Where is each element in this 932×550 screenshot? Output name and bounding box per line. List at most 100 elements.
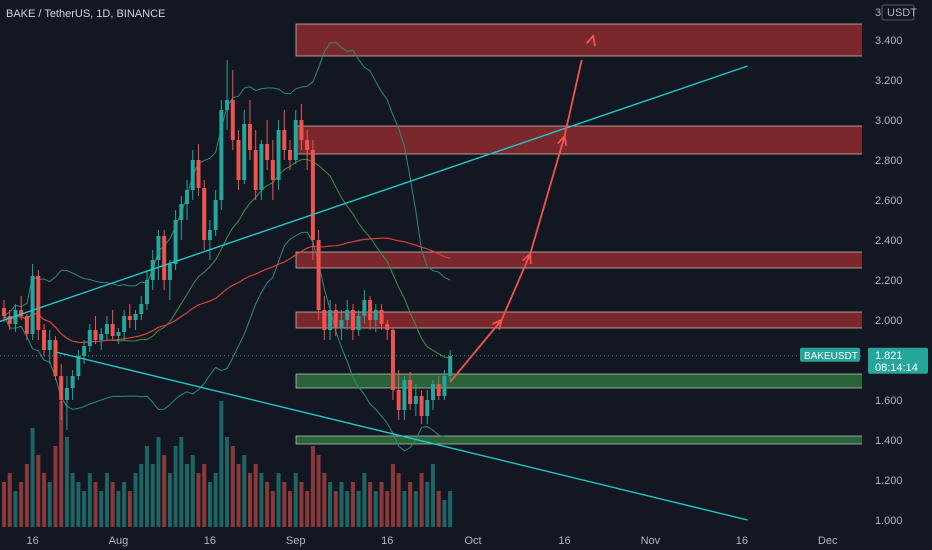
volume-bar <box>133 473 138 527</box>
candle-body <box>316 240 321 310</box>
projection-arrowhead <box>557 134 568 147</box>
price-tick-label: 2.800 <box>875 155 903 167</box>
volume-bar <box>396 473 401 527</box>
time-tick-label: 16 <box>204 535 216 547</box>
volume-bar <box>242 455 247 527</box>
candle-body <box>167 264 172 280</box>
candle-body <box>2 308 6 316</box>
candle-body <box>442 376 447 396</box>
resistance-zone <box>295 251 865 269</box>
volume-bar <box>356 491 361 527</box>
volume-bar <box>282 482 287 527</box>
candle-body <box>7 316 12 324</box>
time-axis[interactable]: 16 Aug 16 Sep 16 Oct 16 Nov 16 Dec <box>0 530 932 550</box>
volume-bar <box>179 437 184 527</box>
price-axis[interactable]: 3.400 3.200 3.000 2.800 2.600 2.400 2.200 2.000… <box>862 0 932 530</box>
volume-bar <box>253 464 258 527</box>
resistance-zone <box>295 125 865 155</box>
time-tick-label: 16 <box>381 535 393 547</box>
price-tick-label: 1.400 <box>875 435 903 447</box>
volume-bar <box>419 473 424 527</box>
time-tick-label: Oct <box>464 535 481 547</box>
candle-body <box>42 330 47 350</box>
candle-body <box>230 100 235 140</box>
candle-body <box>70 376 75 388</box>
volume-bar <box>24 464 29 527</box>
candles-layer <box>2 60 453 430</box>
candle-body <box>139 304 144 314</box>
candle-body <box>293 120 298 160</box>
volume-bar <box>139 464 144 527</box>
volume-bar <box>150 464 155 527</box>
time-tick-label: Nov <box>641 535 661 547</box>
projection-path <box>449 59 583 383</box>
candle-body <box>213 200 218 230</box>
volume-bar <box>76 482 81 527</box>
bar-countdown: 08:14:14 <box>875 362 918 374</box>
candle-body <box>185 190 190 204</box>
volume-bar <box>110 482 115 527</box>
indicators-layer <box>3 41 451 452</box>
candle-body <box>356 316 361 330</box>
candle-body <box>13 310 18 324</box>
currency-label: 3 USDT <box>875 4 917 21</box>
candle-body <box>36 276 41 330</box>
candle-body <box>419 396 424 416</box>
projection-arrowhead <box>585 34 596 47</box>
volume-bar <box>173 446 178 527</box>
candle-body <box>333 310 338 328</box>
support-zone <box>295 435 865 445</box>
price-tick-label: 2.000 <box>875 315 903 327</box>
volume-bar <box>190 455 195 527</box>
volume-bar <box>293 473 298 527</box>
volume-bar <box>202 464 207 527</box>
volume-bar <box>368 482 373 527</box>
last-price-tag: BAKEUSDT 1.821 08:14:14 <box>800 347 928 374</box>
volume-bar <box>402 491 407 527</box>
candle-body <box>76 356 81 376</box>
bollinger-lower <box>3 231 451 452</box>
volume-bar <box>236 464 241 527</box>
volume-bar <box>30 428 35 527</box>
candle-body <box>24 316 29 334</box>
candle-body <box>265 144 270 160</box>
volume-bar <box>379 482 384 527</box>
drawings-layer <box>0 34 748 521</box>
price-tick-label: 2.600 <box>875 195 903 207</box>
volume-bar <box>122 482 127 527</box>
candle-body <box>53 340 58 376</box>
candle-body <box>173 220 178 264</box>
volume-bar <box>145 446 149 527</box>
volume-bar <box>310 446 315 527</box>
candle-body <box>110 324 115 336</box>
volume-bar <box>185 464 190 527</box>
trendline <box>0 65 748 323</box>
volume-bar <box>167 473 172 527</box>
candle-body <box>425 400 430 416</box>
volume-bar <box>259 473 264 527</box>
volume-bar <box>196 473 201 527</box>
candle-body <box>431 384 435 400</box>
candle-body <box>259 144 264 190</box>
volume-bar <box>13 491 18 527</box>
candle-body <box>127 316 132 320</box>
candle-body <box>59 376 64 400</box>
candle-body <box>436 384 441 396</box>
price-tick-label: 3.000 <box>875 115 903 127</box>
zones-layer <box>295 23 865 445</box>
volume-bar <box>276 473 281 527</box>
volume-bar <box>390 464 395 527</box>
volume-layer <box>2 401 453 527</box>
last-price-value: 1.821 <box>875 350 903 362</box>
volume-bar <box>448 491 453 527</box>
trendline <box>55 351 748 521</box>
volume-bar <box>345 491 350 527</box>
candle-body <box>396 390 401 410</box>
candle-body <box>207 230 212 240</box>
volume-bar <box>87 473 92 527</box>
volume-bar <box>442 500 447 527</box>
volume-bar <box>305 491 310 527</box>
candle-body <box>242 124 247 180</box>
